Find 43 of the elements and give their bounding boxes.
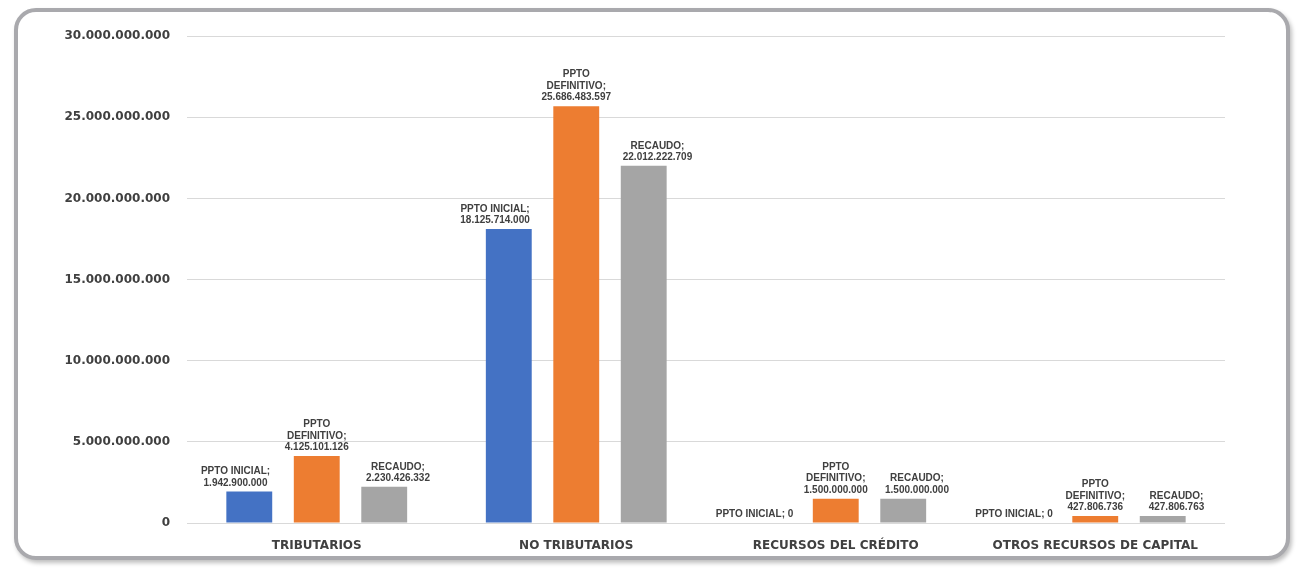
text: RECAUDO;	[890, 472, 944, 484]
bar	[812, 498, 859, 523]
data-label: 427.806.763	[1148, 501, 1205, 513]
series-label: RECAUDO;	[1149, 489, 1204, 501]
bar	[1072, 516, 1119, 523]
text: PPTO DEFINITIVO;	[546, 68, 606, 91]
text: RECAUDO;	[630, 139, 685, 151]
bar	[361, 486, 408, 523]
y-tick-label: 5.000.000.000	[72, 433, 170, 448]
series-label: PPTO INICIAL;	[200, 465, 271, 477]
text: PPTO INICIAL; 0	[975, 508, 1053, 520]
bar	[1139, 516, 1186, 523]
x-tick-label: NO TRIBUTARIOS	[519, 538, 634, 553]
data-label: 1.500.000.000	[803, 483, 869, 495]
x-tick-label: RECURSOS DEL CRÉDITO	[752, 537, 919, 553]
bar	[485, 228, 532, 523]
y-tick-label: 20.000.000.000	[64, 190, 170, 205]
text: PPTO INICIAL;	[460, 202, 530, 214]
bar	[226, 491, 273, 523]
data-label: 1.500.000.000	[885, 483, 950, 495]
y-tick-label: 30.000.000.000	[64, 28, 170, 43]
text: RECAUDO;	[371, 460, 425, 472]
bar	[620, 165, 667, 523]
data-label: 25.686.483.597	[541, 91, 612, 103]
bar	[293, 456, 340, 523]
data-label: 18.125.714.000	[460, 214, 531, 226]
text: PPTO DEFINITIVO;	[287, 418, 347, 441]
x-tick-label: TRIBUTARIOS	[271, 538, 362, 553]
y-tick-label: 15.000.000.000	[64, 271, 170, 286]
series-label: PPTO DEFINITIVO;	[1065, 478, 1125, 501]
data-label: 22.012.222.709	[622, 151, 693, 163]
y-tick-label: 25.000.000.000	[64, 109, 170, 124]
bar	[880, 498, 927, 523]
x-tick-label: OTROS RECURSOS DE CAPITAL	[992, 538, 1199, 553]
data-label: 427.806.736	[1067, 501, 1124, 513]
bar	[553, 106, 600, 523]
data-label: 4.125.101.126	[284, 441, 350, 453]
text: PPTO DEFINITIVO;	[806, 460, 866, 484]
text: PPTO INICIAL; 0	[715, 508, 794, 520]
data-label: 2.230.426.332	[366, 472, 431, 484]
data-label: 1.942.900.000	[203, 476, 268, 488]
y-tick-label: 0	[161, 515, 170, 530]
y-tick-label: 10.000.000.000	[64, 352, 170, 367]
